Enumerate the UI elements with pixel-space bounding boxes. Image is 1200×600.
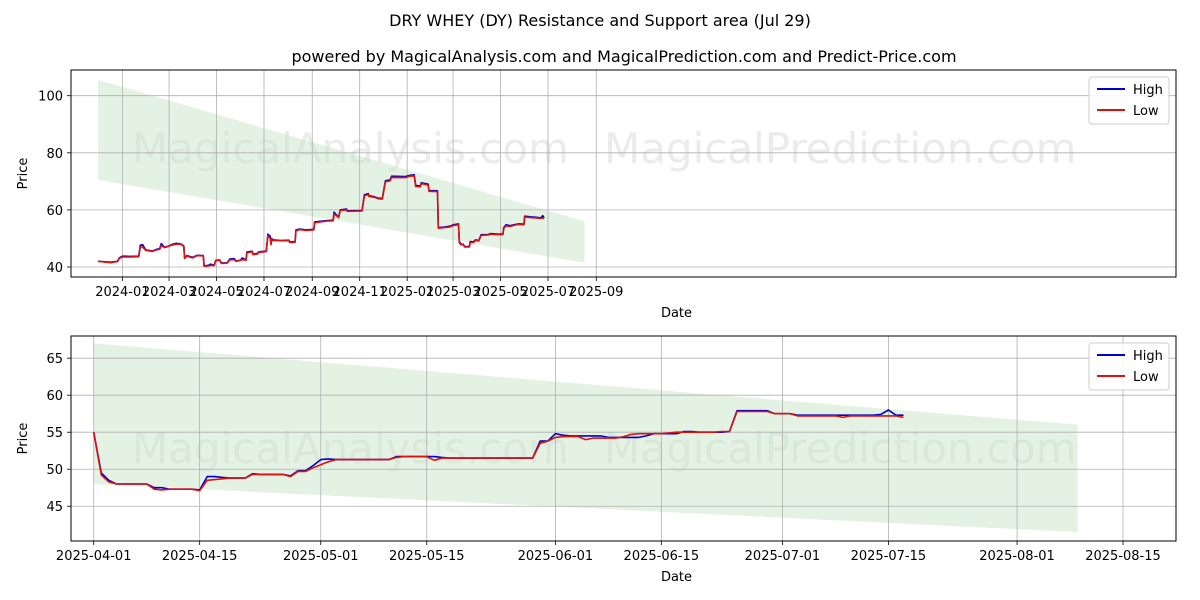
plot-frame [70, 69, 1177, 278]
y-tick-label: 60 [46, 204, 63, 219]
x-tick-label: 2024-05 [189, 285, 243, 300]
x-tick-label: 2024-01 [95, 285, 149, 300]
plot-frame [70, 335, 1177, 542]
top-panel: MagicalAnalysis.com MagicalPrediction.com… [16, 69, 1177, 321]
x-tick-label: 2025-06-01 [518, 549, 594, 564]
x-tick-label: 2025-04-01 [56, 549, 132, 564]
x-tick-label: 2025-06-15 [624, 549, 700, 564]
legend-label-low: Low [1133, 104, 1159, 119]
bottom-panel: MagicalAnalysis.comMagicalPrediction.com… [16, 335, 1177, 585]
x-tick-label: 2025-07 [521, 285, 575, 300]
legend-label-low: Low [1133, 370, 1159, 385]
x-tick-label: 2024-03 [142, 285, 196, 300]
support-resistance-band [98, 79, 585, 263]
series-line-low [92, 410, 904, 492]
legend: High Low [1088, 342, 1170, 391]
y-tick-label: 55 [46, 426, 63, 441]
y-tick-label: 100 [38, 90, 63, 105]
x-tick-label: 2025-05-15 [389, 549, 465, 564]
x-tick-label: 2024-07 [237, 285, 291, 300]
x-tick-label: 2025-05 [473, 285, 527, 300]
support-resistance-band [93, 343, 1078, 533]
y-tick-label: 40 [46, 261, 63, 276]
x-axis-label: Date [661, 570, 692, 585]
legend-label-high: High [1133, 83, 1163, 98]
y-axis-label: Price [16, 158, 31, 190]
x-tick-label: 2025-07-01 [745, 549, 821, 564]
y-tick-label: 50 [46, 463, 63, 478]
y-axis-label: Price [16, 423, 31, 455]
x-axis-label: Date [661, 306, 692, 321]
x-tick-label: 2025-04-15 [162, 549, 238, 564]
x-tick-label: 2025-01 [380, 285, 434, 300]
chart-title: DRY WHEY (DY) Resistance and Support are… [389, 11, 811, 30]
legend: High Low [1088, 76, 1170, 125]
x-tick-label: 2024-09 [285, 285, 339, 300]
x-tick-label: 2025-08-01 [979, 549, 1055, 564]
chart-subtitle: powered by MagicalAnalysis.com and Magic… [291, 47, 956, 66]
y-tick-label: 45 [46, 500, 63, 515]
watermark-text: MagicalPrediction.com [604, 124, 1077, 173]
x-tick-label: 2025-05-01 [283, 549, 359, 564]
x-tick-label: 2025-03 [426, 285, 480, 300]
x-tick-label: 2025-09 [569, 285, 623, 300]
y-tick-label: 65 [46, 352, 63, 367]
legend-label-high: High [1133, 349, 1163, 364]
y-tick-label: 80 [46, 147, 63, 162]
y-tick-label: 60 [46, 389, 63, 404]
x-tick-label: 2025-08-15 [1085, 549, 1161, 564]
x-tick-label: 2024-11 [333, 285, 387, 300]
series-line-low [98, 175, 545, 267]
x-tick-label: 2025-07-15 [851, 549, 927, 564]
